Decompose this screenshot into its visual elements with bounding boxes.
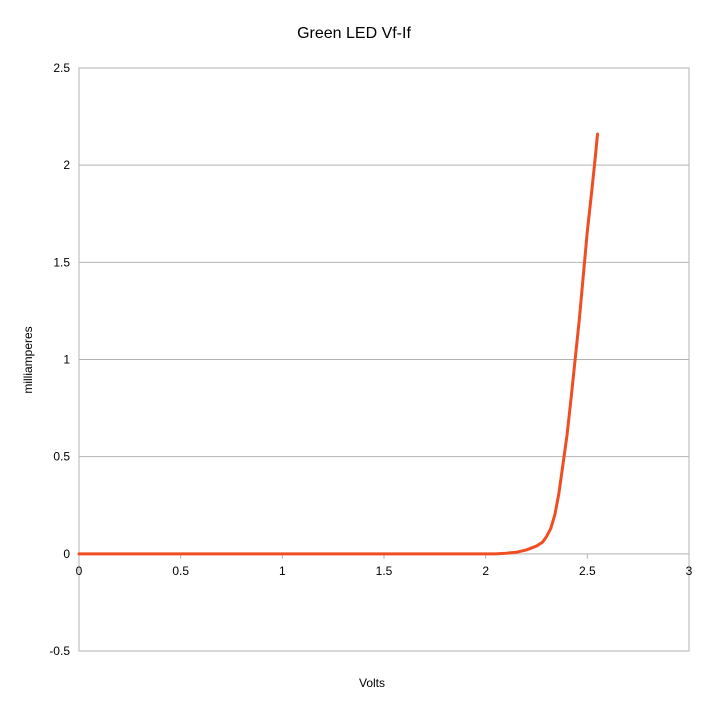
y-tick-label: 1.5 xyxy=(53,255,70,269)
chart-title: Green LED Vf-If xyxy=(297,25,411,42)
y-tick-label: 0.5 xyxy=(53,450,70,464)
x-axis-label: Volts xyxy=(359,676,385,690)
y-tick-label: -0.5 xyxy=(49,644,70,658)
x-tick-label: 2.5 xyxy=(579,564,596,578)
series-line xyxy=(77,132,599,556)
plot-area-frame xyxy=(78,67,690,652)
y-axis-label: milliamperes xyxy=(21,326,35,393)
x-tick-label: 1.5 xyxy=(376,564,393,578)
x-tick-label: 0 xyxy=(76,564,83,578)
x-tick-labels: 0 0.5 1 1.5 2 2.5 3 xyxy=(76,553,693,578)
x-tick-label: 1 xyxy=(279,564,286,578)
x-tick-label: 2 xyxy=(482,564,489,578)
y-tick-label: 2.5 xyxy=(53,61,70,75)
y-tick-label: 0 xyxy=(63,547,70,561)
series-group xyxy=(77,132,599,556)
y-tick-label: 1 xyxy=(63,353,70,367)
x-tick-label: 0.5 xyxy=(172,564,189,578)
y-tick-labels: -0.5 0 0.5 1 1.5 2 2.5 xyxy=(49,61,70,658)
x-tick-label: 3 xyxy=(686,564,693,578)
y-tick-label: 2 xyxy=(63,158,70,172)
